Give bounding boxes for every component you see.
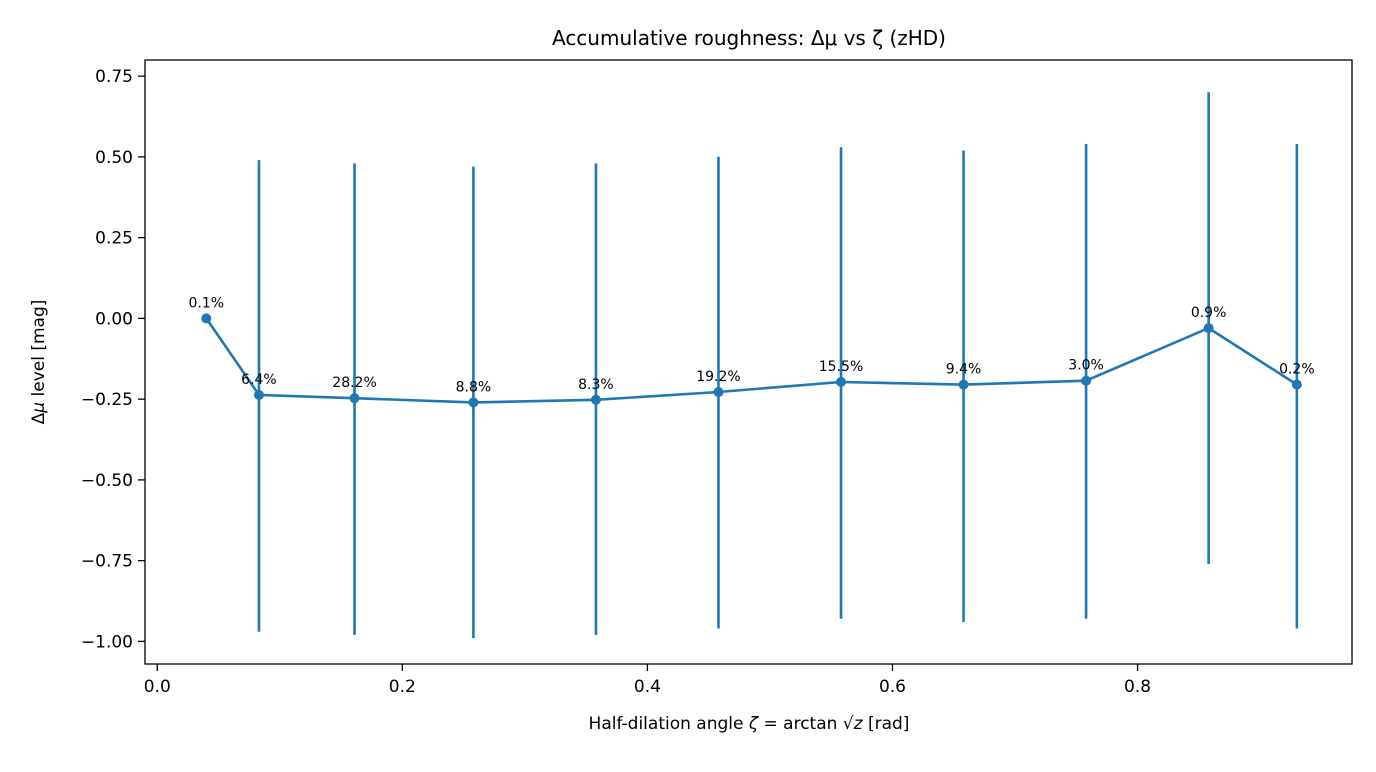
data-label: 3.0% (1068, 358, 1104, 374)
x-tick-label: 0.2 (389, 677, 416, 697)
y-tick-label: 0.00 (95, 309, 133, 329)
data-point (253, 389, 264, 400)
data-point (713, 387, 724, 398)
y-tick-label: −1.00 (81, 632, 133, 652)
y-tick-label: 0.25 (95, 229, 133, 249)
y-tick-label: 0.50 (95, 148, 133, 168)
x-axis-label: Half-dilation angle ζ = arctan √z [rad] (589, 714, 910, 734)
data-label: 8.3% (578, 377, 614, 393)
y-tick-label: −0.75 (81, 552, 133, 572)
data-label: 0.1% (188, 295, 224, 311)
data-label: 0.2% (1279, 362, 1315, 378)
plot-area: 0.1% 6.4% 28.2% 8.8% 8.3% 19.2% 15.5% 9.4% 3.0% 0… (188, 92, 1315, 639)
data-label: 6.4% (241, 372, 277, 388)
data-point (958, 379, 969, 390)
data-point (349, 393, 360, 404)
axes: 0.0 0.2 0.4 0.6 0.8 0.75 0.50 0.25 0.00 −0.25 −0.5… (81, 59, 1353, 697)
y-tick-label: 0.75 (95, 67, 133, 87)
y-axis-label: Δμ level [mag] (29, 300, 49, 425)
chart-title: Accumulative roughness: Δμ vs ζ (zHD) (552, 26, 946, 50)
data-label: 28.2% (332, 375, 376, 391)
data-label: 9.4% (946, 362, 982, 378)
data-point (1081, 375, 1092, 386)
data-point (590, 394, 601, 405)
x-tick-label: 0.8 (1124, 677, 1151, 697)
x-tick-label: 0.4 (634, 677, 661, 697)
x-tick-label: 0.0 (144, 677, 171, 697)
plot-frame (144, 59, 1353, 665)
data-point (201, 313, 212, 324)
data-label: 8.8% (456, 379, 492, 395)
data-label: 15.5% (819, 359, 863, 375)
data-point (836, 377, 847, 388)
y-tick-label: −0.25 (81, 390, 133, 410)
y-tick-label: −0.50 (81, 471, 133, 491)
x-tick-label: 0.6 (879, 677, 906, 697)
data-label: 0.9% (1191, 305, 1227, 321)
data-point (1291, 379, 1302, 390)
data-point (468, 397, 479, 408)
data-point (1203, 323, 1214, 334)
data-label: 19.2% (696, 369, 740, 385)
